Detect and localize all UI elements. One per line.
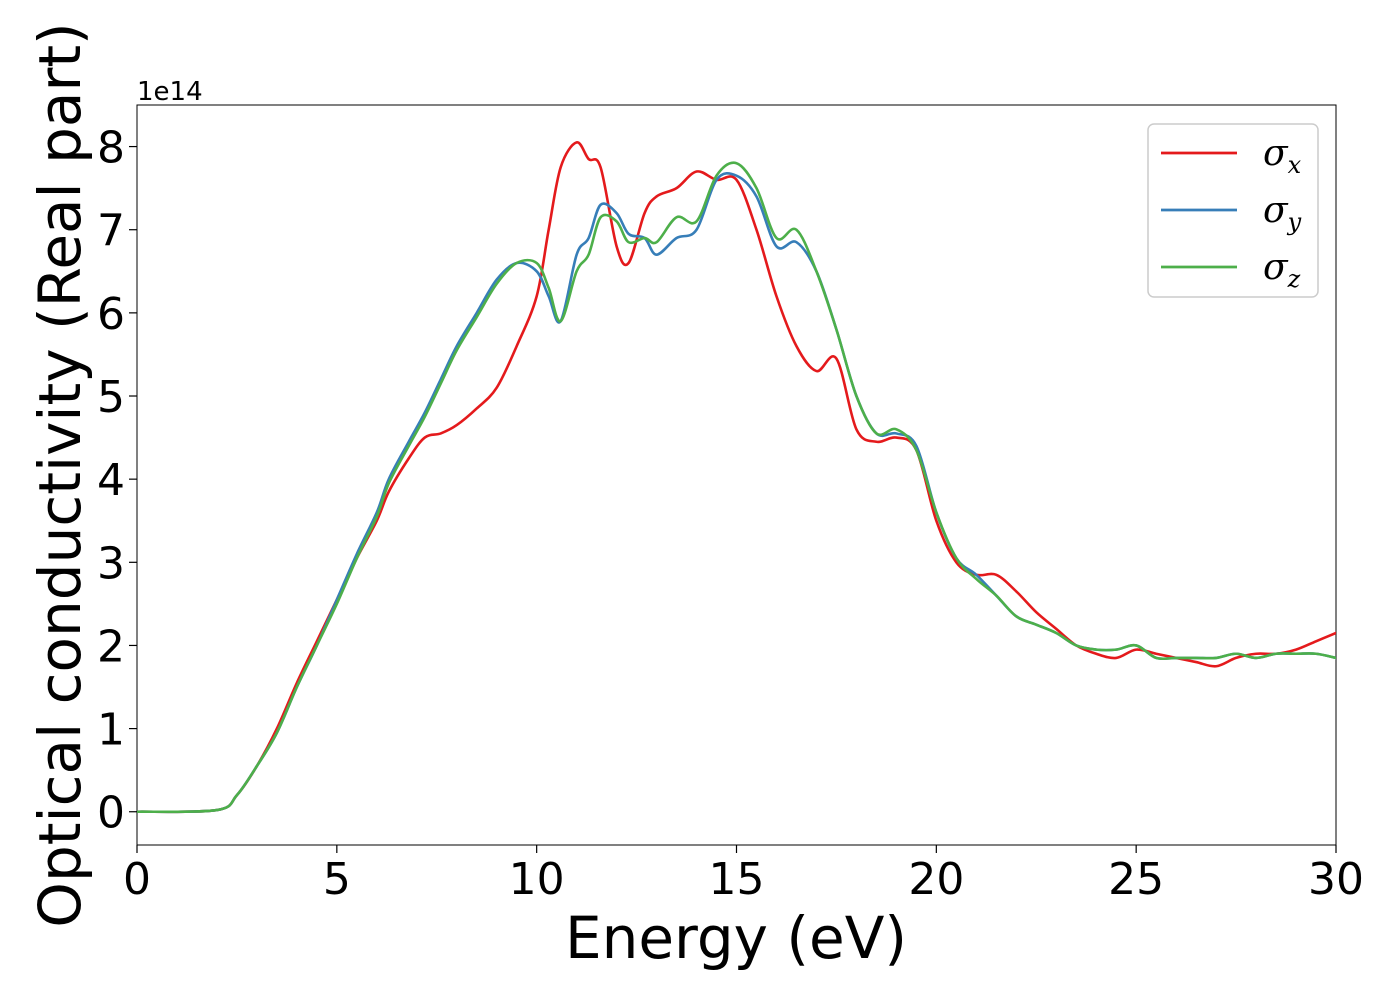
x-tick-label: 20	[908, 854, 964, 905]
series-line-x	[137, 141, 1336, 814]
x-tick-label: 25	[1108, 854, 1164, 905]
x-axis-title: Energy (eV)	[565, 904, 907, 972]
y-tick-label: 1	[97, 705, 125, 756]
y-axis-title: Optical conductivity (Real part)	[26, 22, 94, 927]
y-axis: 0 1 2 3 4 5 6 7 8	[97, 123, 137, 839]
legend-label-y: σy	[1263, 190, 1302, 236]
legend-label-z: σz	[1263, 247, 1301, 293]
y-tick-label: 7	[97, 206, 125, 257]
plot-area	[136, 104, 1337, 846]
y-tick-label: 0	[97, 788, 125, 839]
x-tick-label: 5	[323, 854, 351, 905]
y-tick-label: 6	[97, 289, 125, 340]
x-tick-label: 10	[509, 854, 565, 905]
series-layer	[137, 141, 1336, 814]
y-axis-offset-label: 1e14	[137, 77, 203, 107]
x-tick-label: 0	[123, 854, 151, 905]
plot-frame	[136, 104, 1337, 846]
x-tick-label: 15	[709, 854, 765, 905]
series-line-z	[137, 161, 1336, 814]
x-tick-label: 30	[1308, 854, 1364, 905]
x-axis: 0 5 10 15 20 25 30	[123, 845, 1364, 905]
legend: σx σy σz	[1147, 123, 1319, 298]
y-tick-label: 5	[97, 372, 125, 423]
y-tick-label: 8	[97, 123, 125, 174]
y-tick-label: 4	[97, 455, 125, 506]
y-tick-label: 2	[97, 621, 125, 672]
y-tick-label: 3	[97, 538, 125, 589]
legend-label-x: σx	[1263, 133, 1302, 179]
